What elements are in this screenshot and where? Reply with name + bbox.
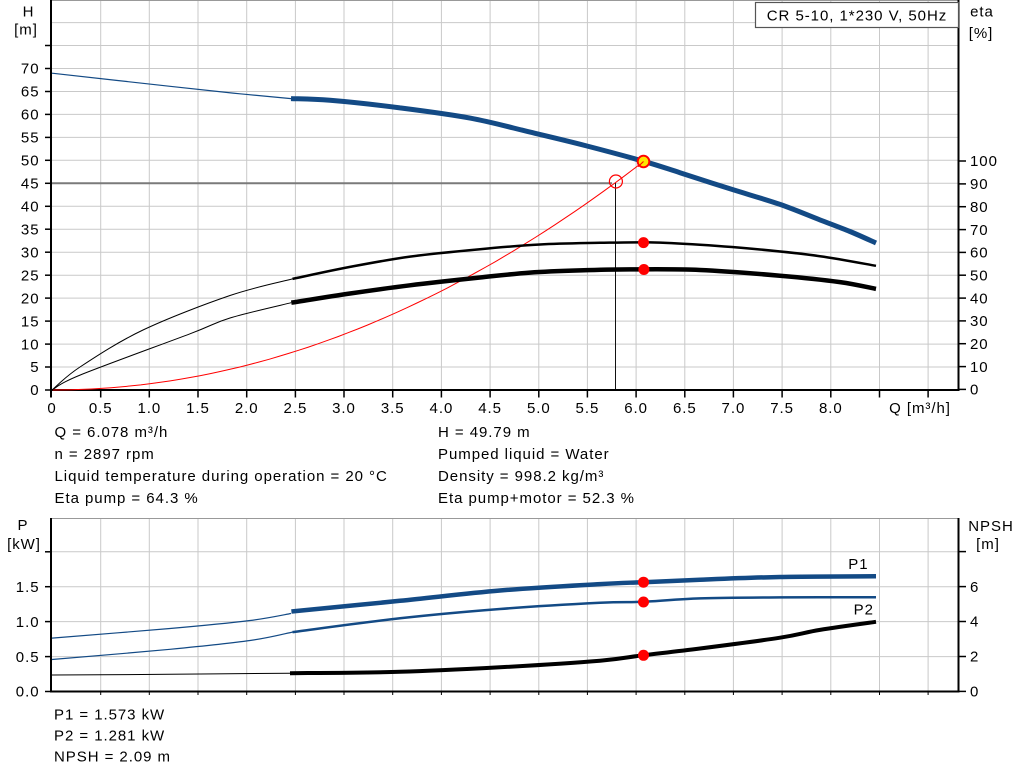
svg-text:4.5: 4.5 [478, 400, 502, 417]
svg-text:6.0: 6.0 [624, 400, 648, 417]
svg-text:0: 0 [970, 382, 979, 399]
svg-text:35: 35 [21, 221, 40, 238]
svg-text:25: 25 [21, 267, 40, 284]
svg-text:3.5: 3.5 [381, 400, 405, 417]
svg-text:[kW]: [kW] [7, 536, 41, 553]
svg-text:2: 2 [970, 649, 979, 666]
svg-text:P: P [18, 517, 29, 534]
svg-text:1.5: 1.5 [16, 579, 40, 596]
svg-text:NPSH: NPSH [968, 518, 1013, 535]
svg-text:n = 2897 rpm: n = 2897 rpm [55, 446, 155, 463]
svg-text:0.5: 0.5 [89, 400, 113, 417]
svg-text:30: 30 [21, 244, 40, 261]
svg-text:[m]: [m] [976, 536, 1000, 553]
svg-text:70: 70 [970, 222, 989, 239]
svg-text:NPSH = 2.09 m: NPSH = 2.09 m [54, 748, 171, 765]
svg-text:45: 45 [21, 176, 40, 193]
svg-text:CR 5-10, 1*230 V, 50Hz: CR 5-10, 1*230 V, 50Hz [767, 8, 947, 25]
svg-text:40: 40 [21, 199, 40, 216]
svg-text:Pumped liquid = Water: Pumped liquid = Water [438, 446, 610, 463]
svg-text:Eta pump = 64.3 %: Eta pump = 64.3 % [55, 490, 199, 507]
svg-text:eta: eta [970, 4, 994, 21]
svg-text:5: 5 [30, 359, 39, 376]
svg-text:4: 4 [970, 614, 979, 631]
svg-text:P1 = 1.573 kW: P1 = 1.573 kW [54, 707, 165, 724]
svg-text:60: 60 [21, 107, 40, 124]
svg-text:Eta pump+motor = 52.3 %: Eta pump+motor = 52.3 % [438, 490, 635, 507]
svg-text:Liquid temperature during oper: Liquid temperature during operation = 20… [55, 468, 388, 485]
svg-text:70: 70 [21, 61, 40, 78]
svg-text:30: 30 [970, 313, 989, 330]
svg-text:0: 0 [30, 382, 39, 399]
svg-text:6: 6 [970, 579, 979, 596]
svg-text:1.0: 1.0 [16, 614, 40, 631]
svg-text:100: 100 [970, 153, 998, 170]
svg-text:8.0: 8.0 [819, 400, 843, 417]
svg-text:0.0: 0.0 [16, 684, 40, 701]
svg-text:50: 50 [970, 267, 989, 284]
svg-text:P1: P1 [848, 556, 868, 573]
svg-text:40: 40 [970, 290, 989, 307]
svg-text:20: 20 [970, 336, 989, 353]
svg-text:4.0: 4.0 [430, 400, 454, 417]
svg-text:[m]: [m] [14, 22, 38, 39]
svg-text:10: 10 [21, 336, 40, 353]
svg-text:6.5: 6.5 [673, 400, 697, 417]
svg-text:90: 90 [970, 176, 989, 193]
svg-text:55: 55 [21, 130, 40, 147]
svg-text:1.5: 1.5 [186, 400, 210, 417]
svg-text:0.5: 0.5 [16, 649, 40, 666]
svg-text:50: 50 [21, 153, 40, 170]
svg-text:20: 20 [21, 290, 40, 307]
svg-text:P2: P2 [854, 601, 874, 618]
svg-text:P2 = 1.281 kW: P2 = 1.281 kW [54, 728, 165, 745]
svg-text:1.0: 1.0 [137, 400, 161, 417]
svg-text:0: 0 [970, 684, 979, 701]
svg-text:3.0: 3.0 [332, 400, 356, 417]
svg-text:2.5: 2.5 [284, 400, 308, 417]
svg-text:7.5: 7.5 [770, 400, 794, 417]
svg-text:H = 49.79 m: H = 49.79 m [438, 424, 531, 441]
svg-text:0: 0 [47, 400, 56, 417]
svg-text:15: 15 [21, 313, 40, 330]
svg-text:60: 60 [970, 245, 989, 262]
svg-text:5.0: 5.0 [527, 400, 551, 417]
svg-text:Density = 998.2 kg/m³: Density = 998.2 kg/m³ [438, 468, 604, 485]
svg-text:Q = 6.078 m³/h: Q = 6.078 m³/h [55, 424, 169, 441]
svg-text:65: 65 [21, 84, 40, 101]
svg-text:2.0: 2.0 [235, 400, 259, 417]
svg-text:80: 80 [970, 199, 989, 216]
svg-text:7.0: 7.0 [722, 400, 746, 417]
svg-text:10: 10 [970, 359, 989, 376]
svg-text:Q [m³/h]: Q [m³/h] [889, 400, 951, 417]
svg-text:5.5: 5.5 [576, 400, 600, 417]
svg-text:[%]: [%] [969, 25, 994, 42]
svg-text:H: H [23, 4, 35, 21]
